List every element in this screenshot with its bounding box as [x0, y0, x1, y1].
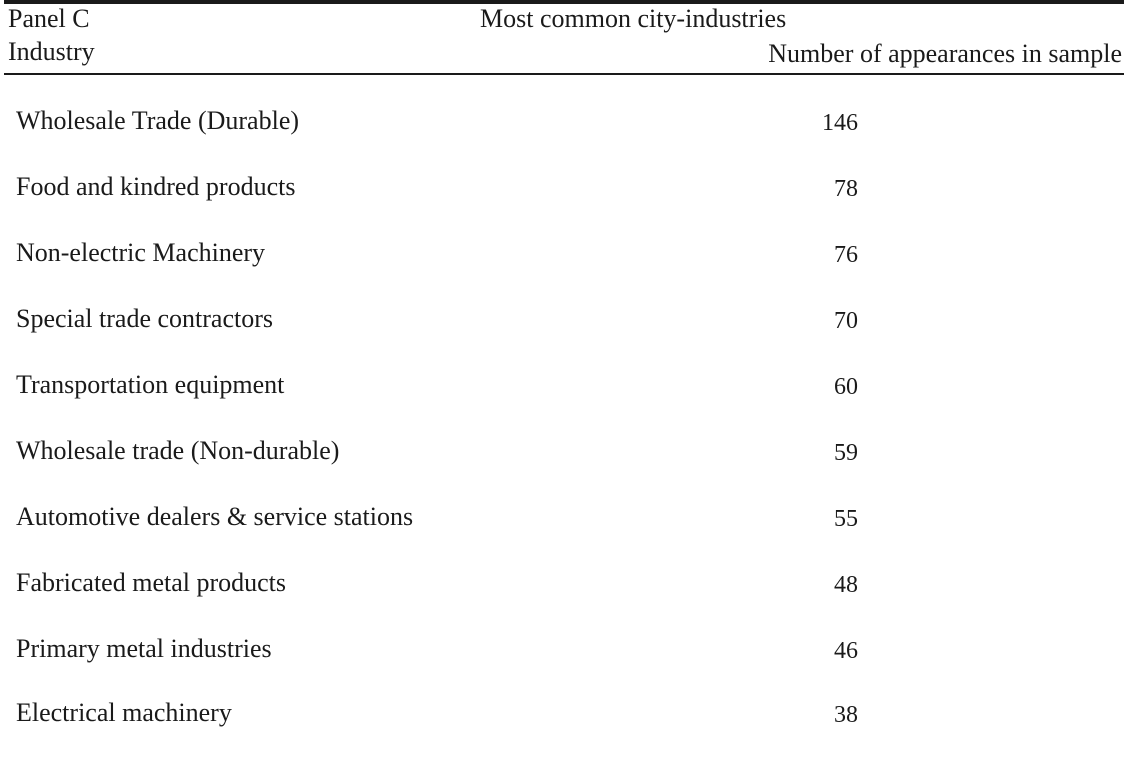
table-row: Transportation equipment 60 [0, 370, 1144, 436]
header-rule [4, 73, 1124, 75]
industry-name: Automotive dealers & service stations [16, 502, 414, 531]
appearance-count: 70 [834, 308, 858, 334]
appearance-count: 76 [834, 242, 858, 268]
appearance-count: 78 [834, 176, 858, 202]
top-rule [4, 0, 1124, 4]
table-row: Primary metal industries 46 [0, 634, 1144, 700]
table-row: Automotive dealers & service stations 55 [0, 502, 1144, 568]
appearance-count: 46 [834, 638, 858, 664]
table-row: Electrical machinery 38 [0, 698, 1144, 764]
appearance-count: 146 [822, 110, 858, 136]
industry-name: Wholesale Trade (Durable) [16, 106, 300, 135]
industry-name: Primary metal industries [16, 634, 272, 663]
industry-name: Special trade contractors [16, 304, 273, 333]
industry-name: Food and kindred products [16, 172, 296, 201]
table-title: Most common city-industries [480, 4, 787, 33]
table-row: Wholesale Trade (Durable) 146 [0, 106, 1144, 172]
industry-name: Electrical machinery [16, 698, 232, 727]
table-row: Special trade contractors 70 [0, 304, 1144, 370]
appearance-count: 60 [834, 374, 858, 400]
column-header-count: Number of appearances in sample [768, 39, 1122, 68]
industry-name: Wholesale trade (Non-durable) [16, 436, 340, 465]
appearance-count: 38 [834, 702, 858, 728]
column-header-industry: Industry [8, 37, 95, 66]
appearance-count: 48 [834, 572, 858, 598]
industry-name: Fabricated metal products [16, 568, 287, 597]
table-row: Wholesale trade (Non-durable) 59 [0, 436, 1144, 502]
table-row: Non-electric Machinery 76 [0, 238, 1144, 304]
panel-label: Panel C [8, 4, 90, 33]
appearance-count: 55 [834, 506, 858, 532]
table-row: Food and kindred products 78 [0, 172, 1144, 238]
industry-name: Transportation equipment [16, 370, 285, 399]
appearance-count: 59 [834, 440, 858, 466]
industry-name: Non-electric Machinery [16, 238, 266, 267]
table-row: Fabricated metal products 48 [0, 568, 1144, 634]
